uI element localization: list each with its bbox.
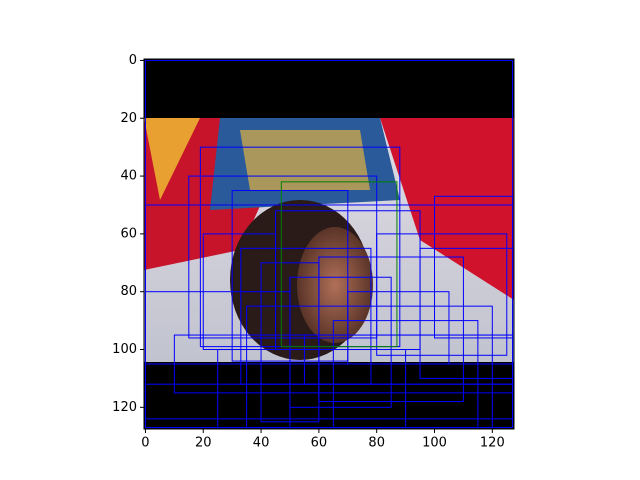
x-tick-label: 60 (311, 436, 328, 451)
y-tick-label: 0 (129, 53, 137, 68)
x-tick-label: 40 (253, 436, 270, 451)
bounding-box (217, 349, 407, 429)
bounding-box (303, 334, 514, 385)
y-tick-label: 120 (112, 400, 137, 415)
bounding-box (289, 276, 392, 408)
bounding-box (202, 233, 277, 351)
y-tick-label: 60 (120, 226, 137, 241)
x-tick-label: 80 (368, 436, 385, 451)
y-tick-label: 40 (120, 169, 137, 184)
image (144, 59, 514, 429)
x-tick-label: 20 (195, 436, 212, 451)
bounding-box (260, 262, 320, 423)
y-tick-label: 20 (120, 111, 137, 126)
y-tick-label: 100 (112, 342, 137, 357)
axes-frame (143, 58, 515, 430)
bounding-box (434, 195, 514, 339)
bounding-box (376, 233, 508, 356)
x-tick-label: 100 (422, 436, 447, 451)
bounding-box (347, 291, 450, 365)
bounding-box (280, 181, 398, 348)
x-tick-label: 0 (141, 436, 149, 451)
y-tick-label: 80 (120, 284, 137, 299)
x-tick-label: 120 (480, 436, 505, 451)
